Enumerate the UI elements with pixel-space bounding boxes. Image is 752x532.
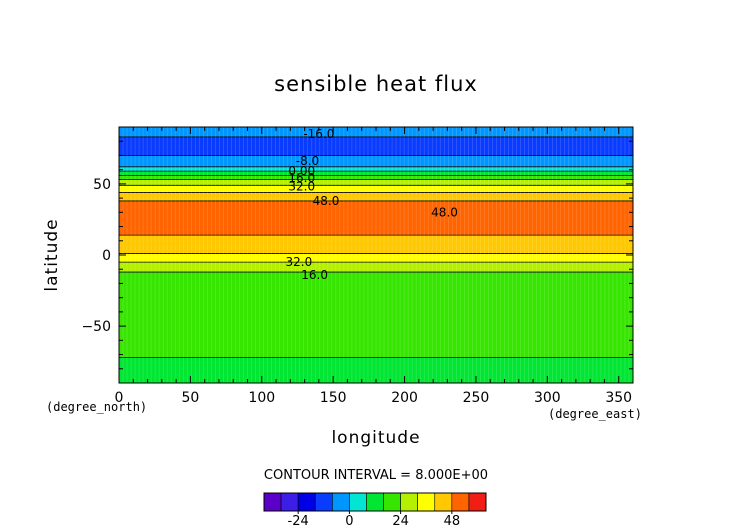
contour-band <box>119 175 633 180</box>
x-tick-label: 350 <box>605 390 632 406</box>
y-axis-ticks: −50 0 50 <box>81 140 633 370</box>
colorbar-tick-label: -24 <box>288 514 309 529</box>
x-tick-label: 0 <box>115 390 124 406</box>
contour-band <box>119 171 633 176</box>
contour-band <box>119 200 633 236</box>
contour-label: 32.0 <box>288 180 315 194</box>
colorbar-cell <box>417 492 436 512</box>
grid-lines <box>119 127 633 383</box>
colorbar: -24 0 24 48 <box>263 492 487 529</box>
x-tick-label: 250 <box>463 390 490 406</box>
contour-label: 48.0 <box>431 205 458 219</box>
contour-band <box>119 185 633 193</box>
colorbar-cell <box>400 492 418 512</box>
contour-label: 0.00 <box>288 164 315 178</box>
contour-band <box>119 253 633 263</box>
colorbar-cell <box>451 492 470 512</box>
colorbar-cell <box>383 492 401 512</box>
x-axis-unit: (degree_east) <box>548 407 642 421</box>
filled-contours <box>119 127 633 383</box>
x-tick-label: 150 <box>320 390 347 406</box>
y-axis-unit: (degree_north) <box>46 400 148 414</box>
x-tick-label: 200 <box>391 390 418 406</box>
contour-label: 16.0 <box>301 268 328 282</box>
chart-title: sensible heat flux <box>274 72 478 96</box>
colorbar-frame <box>263 492 487 512</box>
colorbar-cell <box>366 492 384 512</box>
contour-interval-text: CONTOUR INTERVAL = 8.000E+00 <box>263 468 489 483</box>
contour-label: 48.0 <box>313 194 340 208</box>
contour-band <box>119 272 633 358</box>
contour-band <box>119 136 633 156</box>
colorbar-cell <box>332 492 350 512</box>
colorbar-cell <box>468 492 487 512</box>
colorbar-tick-label: 24 <box>392 514 409 529</box>
x-tick-label: 50 <box>181 390 199 406</box>
colorbar-cell <box>434 492 453 512</box>
contour-label: 16.0 <box>288 171 315 185</box>
colorbar-cell <box>280 492 299 512</box>
contour-label: -8.0 <box>296 154 319 168</box>
y-tick-label: 0 <box>102 248 111 264</box>
x-tick-label: 300 <box>534 390 561 406</box>
x-tick-label: 100 <box>248 390 275 406</box>
y-tick-label: −50 <box>81 319 111 335</box>
x-axis-ticks: 0 50 100 150 200 250 300 350 <box>115 127 632 406</box>
x-axis-label: longitude <box>331 428 421 448</box>
y-tick-label: 50 <box>93 177 111 193</box>
contour-band <box>119 262 633 273</box>
contour-label: -16.0 <box>303 127 334 141</box>
colorbar-cell <box>297 492 316 512</box>
contour-band <box>119 235 633 254</box>
colorbar-tick-label: 48 <box>444 514 461 529</box>
contour-band <box>119 166 633 172</box>
contour-band <box>119 192 633 201</box>
contour-band <box>119 179 633 186</box>
contour-band <box>119 155 633 167</box>
contour-label: 32.0 <box>286 255 313 269</box>
colorbar-cell <box>349 492 367 512</box>
colorbar-cell <box>263 492 282 512</box>
contour-band <box>119 127 633 137</box>
colorbar-tick-label: 0 <box>345 514 353 529</box>
colorbar-cell <box>314 492 333 512</box>
